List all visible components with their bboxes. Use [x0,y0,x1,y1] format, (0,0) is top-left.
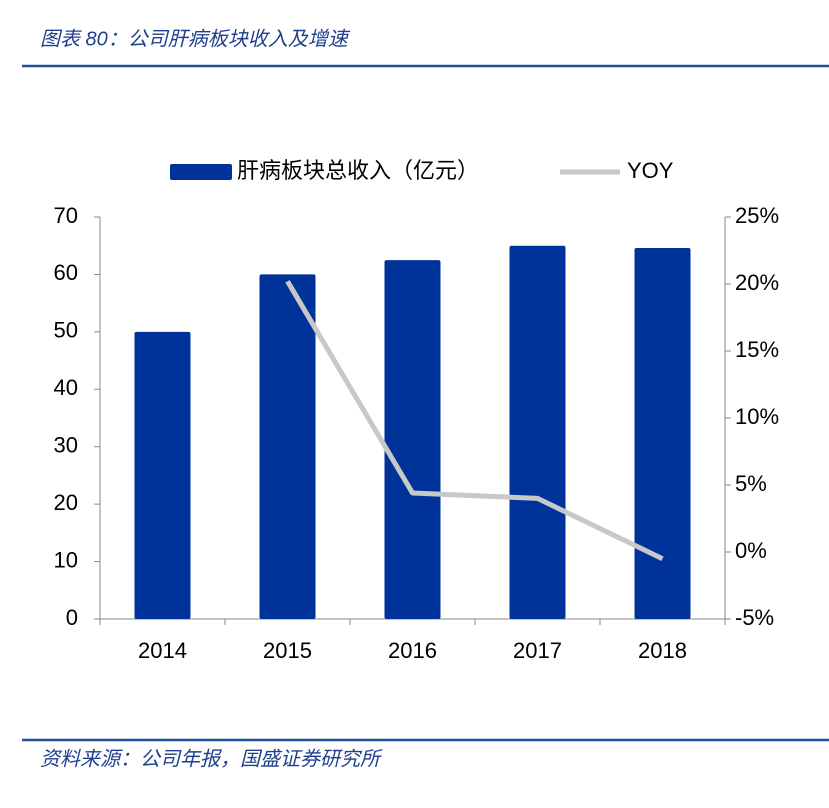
x-tick-label: 2016 [388,638,437,663]
legend-label: YOY [627,158,674,183]
bar [634,248,691,620]
x-tick-label: 2015 [263,638,312,663]
legend-swatch [170,164,232,180]
y-tick-label: 0 [66,605,78,630]
y2-tick-label: 20% [735,270,779,295]
y2-tick-label: 0% [735,538,767,563]
bar [509,245,566,619]
y-tick-label: 40 [54,375,78,400]
y-tick-label: 20 [54,490,78,515]
chart-title: 图表 80：公司肝病板块收入及增速 [40,28,351,50]
bar [384,260,441,619]
x-tick-label: 2018 [638,638,687,663]
y-tick-label: 70 [54,203,78,228]
y-tick-label: 50 [54,318,78,343]
source-note: 资料来源：公司年报，国盛证券研究所 [40,748,383,770]
legend-label: 肝病板块总收入（亿元） [237,158,479,183]
y-tick-label: 60 [54,260,78,285]
x-tick-label: 2017 [513,638,562,663]
y2-tick-label: 5% [735,471,767,496]
y2-tick-label: 25% [735,203,779,228]
bar [134,331,191,619]
y2-tick-label: 15% [735,337,779,362]
y-tick-label: 30 [54,433,78,458]
y2-tick-label: 10% [735,404,779,429]
y2-tick-label: -5% [735,605,774,630]
y-tick-label: 10 [54,547,78,572]
x-tick-label: 2014 [138,638,187,663]
line [285,280,664,561]
bar [259,274,316,619]
